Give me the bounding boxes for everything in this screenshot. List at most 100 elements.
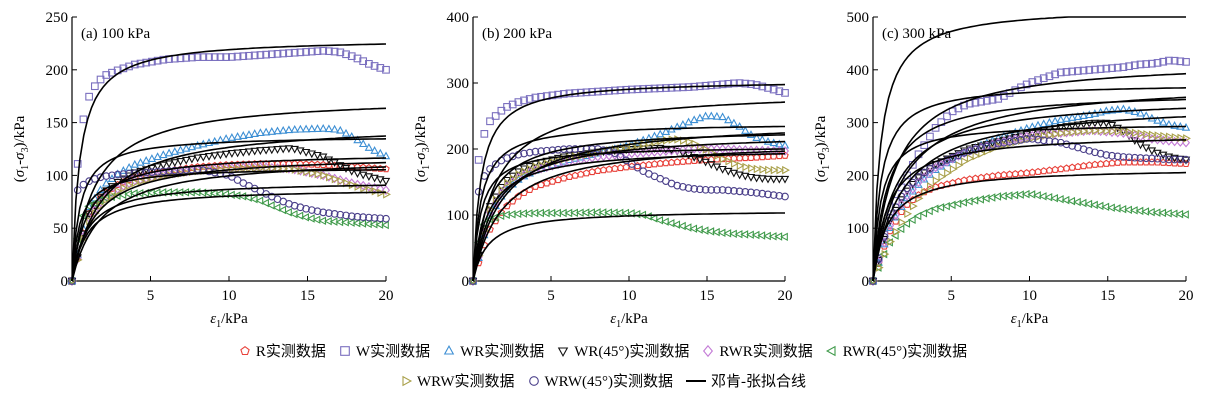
data-point: [776, 165, 785, 175]
data-point: [508, 100, 517, 109]
data-point: [949, 164, 958, 174]
data-point: [370, 62, 379, 70]
data-point: [301, 213, 309, 222]
data-point: [1102, 64, 1111, 73]
data-point: [926, 132, 934, 141]
data-point: [554, 90, 562, 99]
legend-item: RWR(45°)实测数据: [825, 340, 967, 361]
data-point: [509, 174, 518, 184]
y-tick-label: 100: [46, 168, 69, 184]
data-point: [1137, 129, 1146, 138]
data-point: [210, 53, 219, 61]
data-point: [188, 53, 196, 62]
data-point: [102, 178, 111, 187]
legend-marker: [402, 375, 413, 386]
data-point: [382, 214, 390, 223]
series-WR实测数据: [67, 123, 391, 284]
data-point: [284, 145, 294, 154]
data-point: [1051, 138, 1059, 146]
data-point: [532, 162, 541, 172]
square-icon: [338, 344, 352, 358]
data-point: [553, 154, 563, 163]
x-tick-label: 20: [379, 288, 394, 304]
fit-line: [872, 125, 1186, 282]
data-point: [1158, 117, 1168, 126]
fit-line: [872, 72, 1187, 282]
data-point: [1067, 196, 1076, 206]
data-point: [1153, 115, 1162, 124]
data-point: [1090, 200, 1098, 210]
data-point: [176, 145, 185, 154]
legend-label: WRW实测数据: [417, 374, 515, 390]
data-point: [187, 155, 197, 164]
data-point: [1181, 156, 1191, 165]
data-point: [747, 80, 755, 88]
data-point: [290, 124, 299, 133]
data-point: [326, 173, 334, 182]
data-point: [735, 187, 744, 196]
fit-line: [872, 98, 1187, 282]
data-point: [381, 220, 389, 230]
data-point: [763, 175, 773, 184]
data-point: [1080, 126, 1089, 136]
data-point: [238, 192, 247, 201]
data-point: [96, 173, 105, 182]
data-point: [718, 186, 727, 194]
data-point: [376, 176, 385, 185]
data-point: [781, 89, 789, 97]
data-point: [239, 52, 248, 61]
data-point: [712, 144, 721, 154]
data-point: [491, 112, 500, 120]
data-point: [491, 160, 500, 168]
data-point: [520, 149, 528, 158]
series-RWR(45°)实测数据: [468, 208, 788, 286]
data-point: [296, 48, 305, 57]
data-point: [330, 210, 339, 218]
data-point: [1033, 191, 1041, 200]
data-point: [758, 175, 767, 184]
data-point: [537, 147, 545, 156]
data-point: [1170, 121, 1179, 129]
series-WRW实测数据: [870, 126, 1191, 286]
data-point: [1056, 123, 1066, 132]
line-icon: [685, 374, 707, 388]
data-point: [103, 195, 112, 204]
data-point: [267, 50, 276, 59]
data-point: [942, 156, 952, 167]
data-point: [655, 129, 665, 138]
x-axis-label: ε1/kPa: [210, 311, 248, 330]
data-point: [365, 213, 373, 222]
data-point: [1092, 126, 1100, 135]
data-point: [959, 198, 967, 207]
data-point: [120, 183, 129, 193]
data-point: [746, 173, 756, 182]
data-point: [289, 209, 298, 219]
data-point: [1107, 105, 1117, 114]
data-point: [1034, 76, 1042, 84]
data-point: [521, 167, 529, 176]
data-point: [1165, 155, 1173, 164]
data-point: [947, 200, 956, 210]
data-point: [891, 210, 900, 220]
data-point: [712, 163, 722, 172]
data-point: [942, 201, 950, 211]
panel-title: (a) 100 kPa: [81, 26, 150, 42]
data-point: [131, 178, 140, 188]
legend-label: WRW(45°)实测数据: [544, 374, 673, 390]
data-point: [199, 153, 208, 162]
data-point: [508, 197, 517, 205]
data-point: [108, 68, 116, 77]
legend-row-1: R实测数据 W实测数据 WR实测数据 WR(45°)实测数据 RWR实测数据 RWR(45…: [0, 340, 1205, 363]
data-point: [683, 223, 692, 232]
data-point: [267, 127, 277, 135]
data-point: [1176, 57, 1185, 66]
data-point: [548, 91, 557, 100]
data-point: [358, 139, 368, 148]
data-point: [347, 52, 356, 61]
data-point: [966, 154, 975, 163]
data-point: [1046, 130, 1055, 140]
data-point: [970, 196, 979, 205]
data-point: [673, 145, 682, 156]
data-point: [707, 186, 716, 194]
data-point: [182, 54, 191, 62]
